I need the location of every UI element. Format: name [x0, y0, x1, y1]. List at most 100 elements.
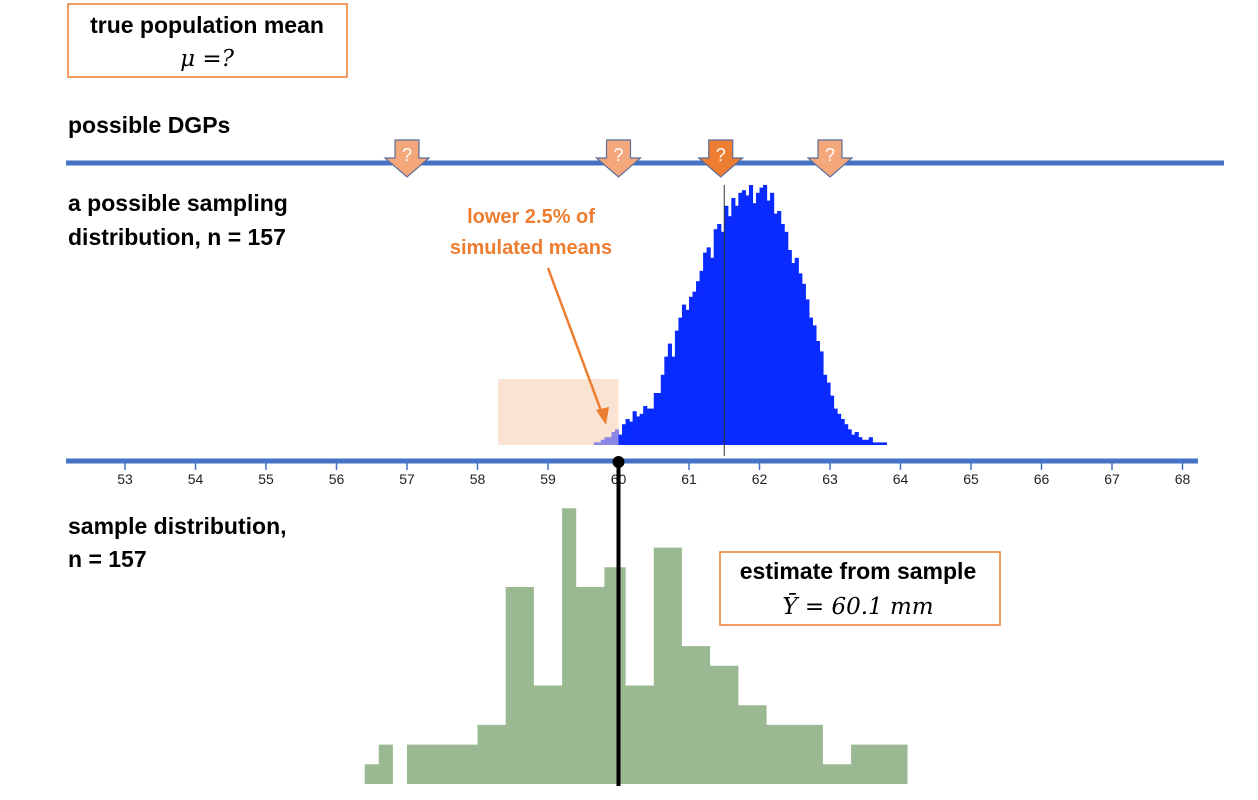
sampling-bar — [685, 309, 690, 445]
sampling-bar — [791, 263, 796, 445]
sampling-bar — [600, 439, 606, 445]
sampling-bar — [854, 432, 859, 445]
sampling-bar — [724, 205, 729, 445]
sampling-bar — [833, 408, 838, 445]
estimate-formula: Ȳ = 60.1 mm — [782, 594, 933, 620]
sampling-bar — [787, 250, 792, 445]
sampling-bar — [667, 343, 672, 445]
sampling-bar — [805, 299, 810, 445]
axis-tick-label: 68 — [1175, 471, 1191, 487]
sampling-bar — [837, 413, 842, 445]
sample-mean-dot — [612, 456, 625, 468]
sampling-bar — [879, 442, 884, 445]
true-mean-formula: μ =? — [180, 46, 235, 72]
sampling-bar — [671, 356, 676, 445]
axis-tick-label: 55 — [258, 471, 274, 487]
sampling-bar — [830, 395, 835, 445]
sampling-bar — [784, 231, 789, 445]
axis-tick-label: 65 — [963, 471, 979, 487]
sampling-bar — [636, 416, 641, 445]
axis-tick-label: 67 — [1104, 471, 1120, 487]
sampling-bar — [766, 200, 771, 445]
axis-tick-label: 59 — [540, 471, 556, 487]
sampling-bar — [752, 203, 757, 445]
sampling-bar — [738, 192, 743, 445]
sampling-bar — [755, 192, 761, 445]
dgp-marker: ? — [383, 139, 431, 178]
axis-tick-label: 62 — [752, 471, 768, 487]
axis-tick-label: 66 — [1034, 471, 1050, 487]
sampling-bar — [808, 317, 813, 445]
sampling-bar — [629, 421, 634, 445]
sampling-bar — [780, 224, 785, 445]
axis-tick-label: 64 — [893, 471, 909, 487]
dgp-label: possible DGPs — [68, 112, 230, 138]
sampling-bar — [773, 213, 778, 445]
sampling-bar — [794, 257, 799, 445]
axis-tick-label: 63 — [822, 471, 838, 487]
sampling-distribution-histogram — [593, 185, 888, 445]
sampling-bar — [840, 419, 845, 445]
axis-tick-label: 58 — [470, 471, 486, 487]
dgp-marker: ? — [594, 139, 643, 178]
sampling-bar — [681, 304, 687, 445]
sampling-bar — [699, 270, 704, 445]
dgp-marker-arrow-icon — [383, 139, 431, 178]
sampling-bar — [861, 439, 866, 445]
sampling-bar — [717, 224, 722, 445]
dgp-marker: ? — [806, 139, 854, 178]
annotation-arrow-head — [596, 407, 609, 425]
sampling-bar — [868, 437, 873, 445]
sample-label-line1: sample distribution, — [68, 513, 287, 539]
sampling-bar — [607, 437, 613, 445]
sampling-bar — [777, 211, 782, 445]
axis-tick-label: 57 — [399, 471, 415, 487]
sampling-bar — [660, 374, 665, 445]
true-mean-box-border — [67, 3, 348, 78]
axis-tick-label: 56 — [329, 471, 345, 487]
sampling-bar — [593, 442, 598, 445]
sampling-bar — [632, 411, 637, 445]
sampling-bar — [858, 437, 863, 445]
estimate-box-border — [719, 551, 1001, 626]
sampling-bar — [815, 341, 821, 445]
estimate-box: estimate from sample Ȳ = 60.1 mm — [719, 551, 1001, 626]
sampling-bar — [851, 434, 856, 445]
annotation-line1: lower 2.5% of — [467, 206, 595, 228]
axis-tick-label: 53 — [117, 471, 133, 487]
sampling-bar — [604, 437, 609, 445]
dgp-marker-arrow-icon — [594, 139, 643, 178]
dgp-marker-label: ? — [825, 145, 835, 165]
sampling-bar — [710, 257, 715, 445]
sampling-label-line1: a possible sampling — [68, 190, 288, 216]
sampling-bar — [759, 187, 764, 445]
dgp-marker: ? — [697, 139, 745, 178]
axis-tick-label: 61 — [681, 471, 697, 487]
sampling-bar — [646, 408, 651, 445]
sampling-bar — [812, 325, 817, 445]
dgp-marker-label: ? — [716, 145, 726, 165]
dgp-marker-arrow-icon — [806, 139, 854, 178]
sampling-bar — [650, 408, 655, 445]
sampling-bar — [872, 442, 877, 445]
sampling-bar — [798, 273, 803, 445]
axis-ticks: 53545556575859606162636465666768 — [117, 461, 1190, 487]
estimate-title: estimate from sample — [740, 558, 976, 584]
sampling-bar — [713, 229, 718, 445]
sampling-bar — [611, 432, 616, 445]
sampling-bar — [882, 442, 888, 445]
sampling-bar — [865, 439, 870, 445]
sampling-bar — [674, 330, 680, 445]
sample-distribution-histogram — [364, 508, 908, 784]
true-mean-title: true population mean — [90, 12, 324, 38]
annotation-arrow-shaft — [546, 267, 605, 417]
sampling-bar — [696, 281, 701, 445]
sampling-bar — [819, 351, 824, 445]
sampling-bar — [826, 382, 831, 445]
dgp-markers: ???? — [383, 139, 854, 178]
sampling-bar — [653, 393, 658, 445]
sampling-bar — [622, 424, 627, 445]
sampling-bar — [847, 429, 852, 445]
sampling-bar — [706, 247, 711, 445]
